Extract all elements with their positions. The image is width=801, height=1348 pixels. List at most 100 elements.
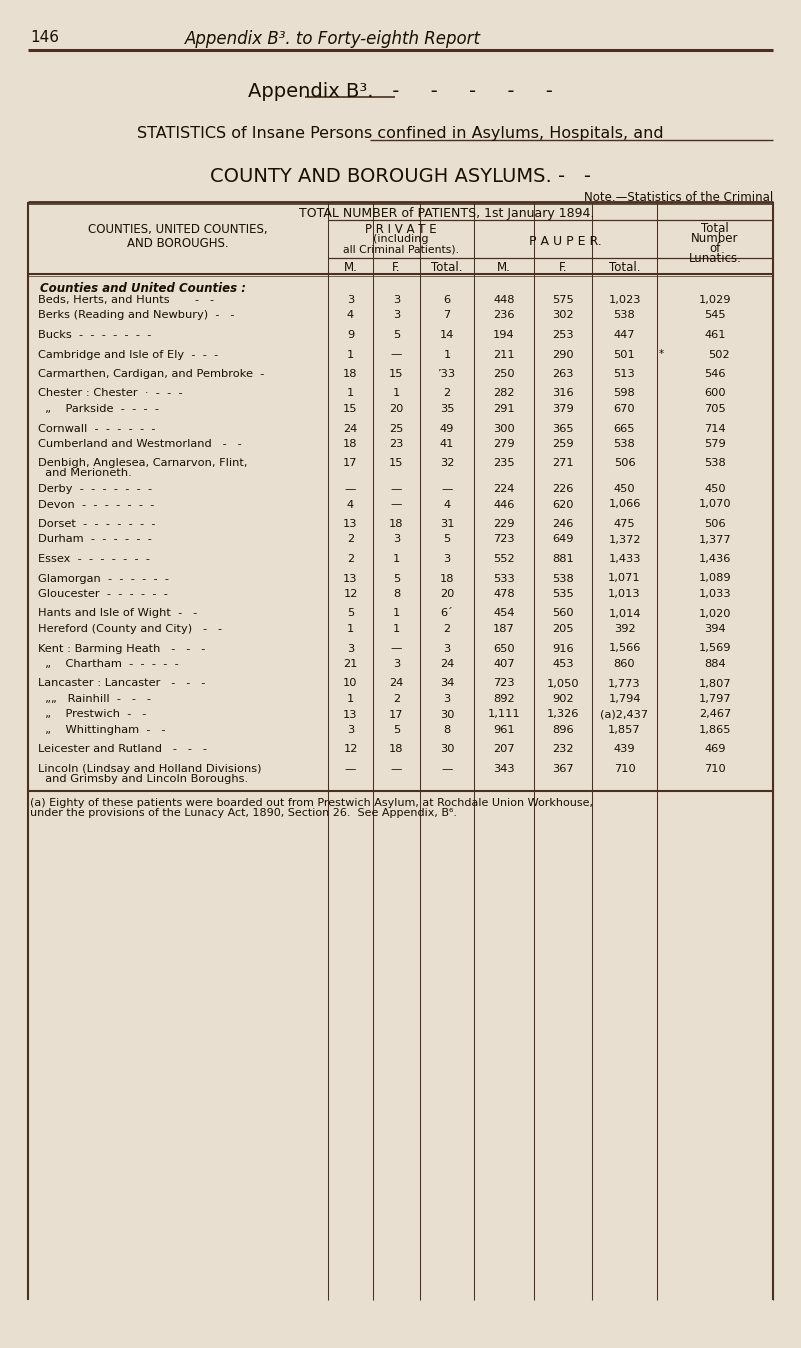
Text: AND BOROUGHS.: AND BOROUGHS.	[127, 237, 229, 249]
Text: 236: 236	[493, 310, 515, 321]
Text: 1: 1	[347, 388, 354, 399]
Text: —: —	[391, 764, 402, 774]
Text: 1,797: 1,797	[698, 694, 731, 704]
Text: 961: 961	[493, 725, 515, 735]
Text: and Merioneth.: and Merioneth.	[38, 469, 131, 479]
Text: 1,111: 1,111	[488, 709, 521, 720]
Text: 14: 14	[440, 330, 454, 340]
Text: and Grimsby and Lincoln Boroughs.: and Grimsby and Lincoln Boroughs.	[38, 774, 248, 785]
Text: 1,033: 1,033	[698, 589, 731, 599]
Text: 552: 552	[493, 554, 515, 563]
Text: ’33: ’33	[438, 369, 456, 379]
Text: Glamorgan  -  -  -  -  -  -: Glamorgan - - - - - -	[38, 573, 169, 584]
Text: 13: 13	[344, 709, 358, 720]
Text: 538: 538	[552, 573, 574, 584]
Text: 18: 18	[389, 744, 404, 755]
Text: 290: 290	[552, 349, 574, 360]
Text: 3: 3	[347, 295, 354, 305]
Text: 1: 1	[347, 349, 354, 360]
Text: Hereford (County and City)   -   -: Hereford (County and City) - -	[38, 624, 222, 634]
Text: 24: 24	[344, 423, 357, 434]
Text: STATISTICS of Insane Persons confined in Asylums, Hospitals, and: STATISTICS of Insane Persons confined in…	[137, 125, 663, 142]
Text: 446: 446	[493, 500, 515, 510]
Text: 10: 10	[344, 678, 358, 689]
Text: Denbigh, Anglesea, Carnarvon, Flint,: Denbigh, Anglesea, Carnarvon, Flint,	[38, 458, 248, 469]
Text: 17: 17	[389, 709, 404, 720]
Text: 6´: 6´	[441, 608, 453, 619]
Text: Durham  -  -  -  -  -  -: Durham - - - - - -	[38, 535, 152, 545]
Text: 2,467: 2,467	[699, 709, 731, 720]
Text: 538: 538	[704, 458, 726, 469]
Text: 23: 23	[389, 439, 404, 449]
Text: 546: 546	[704, 369, 726, 379]
Text: 1,023: 1,023	[608, 295, 641, 305]
Text: 5: 5	[392, 330, 400, 340]
Text: 461: 461	[704, 330, 726, 340]
Text: Leicester and Rutland   -   -   -: Leicester and Rutland - - -	[38, 744, 207, 755]
Text: 439: 439	[614, 744, 635, 755]
Text: 1,066: 1,066	[608, 500, 641, 510]
Text: 18: 18	[389, 519, 404, 528]
Text: 3: 3	[392, 310, 400, 321]
Text: 365: 365	[552, 423, 574, 434]
Text: 279: 279	[493, 439, 515, 449]
Text: 535: 535	[552, 589, 574, 599]
Text: M.: M.	[497, 262, 511, 274]
Text: 2: 2	[347, 554, 354, 563]
Text: 250: 250	[493, 369, 515, 379]
Text: F.: F.	[559, 262, 567, 274]
Text: 367: 367	[552, 764, 574, 774]
Text: 30: 30	[440, 709, 454, 720]
Text: —: —	[344, 484, 356, 493]
Text: Cumberland and Westmorland   -   -: Cumberland and Westmorland - -	[38, 439, 242, 449]
Text: Total.: Total.	[431, 262, 463, 274]
Text: 379: 379	[552, 404, 574, 414]
Text: 1,326: 1,326	[547, 709, 579, 720]
Text: Berks (Reading and Newbury)  -   -: Berks (Reading and Newbury) - -	[38, 310, 235, 321]
Text: 407: 407	[493, 659, 515, 669]
Text: 448: 448	[493, 295, 515, 305]
Text: 3: 3	[444, 643, 451, 654]
Text: 3: 3	[392, 659, 400, 669]
Text: 560: 560	[552, 608, 574, 619]
Text: 896: 896	[552, 725, 574, 735]
Text: 450: 450	[704, 484, 726, 493]
Text: 21: 21	[344, 659, 358, 669]
Text: Kent : Barming Heath   -   -   -: Kent : Barming Heath - - -	[38, 643, 205, 654]
Text: 246: 246	[553, 519, 574, 528]
Text: 1,865: 1,865	[698, 725, 731, 735]
Text: Carmarthen, Cardigan, and Pembroke  -: Carmarthen, Cardigan, and Pembroke -	[38, 369, 264, 379]
Text: all Criminal Patients).: all Criminal Patients).	[343, 244, 459, 253]
Text: 4: 4	[347, 500, 354, 510]
Text: Lunatics.: Lunatics.	[689, 252, 742, 266]
Text: 226: 226	[553, 484, 574, 493]
Text: 18: 18	[344, 369, 358, 379]
Text: 513: 513	[614, 369, 635, 379]
Text: 24: 24	[389, 678, 404, 689]
Text: 453: 453	[552, 659, 574, 669]
Text: 714: 714	[704, 423, 726, 434]
Text: P R I V A T E: P R I V A T E	[365, 222, 437, 236]
Text: Appendix B³. to Forty-eighth Report: Appendix B³. to Forty-eighth Report	[185, 30, 481, 49]
Text: 194: 194	[493, 330, 515, 340]
Text: 1: 1	[347, 624, 354, 634]
Text: 49: 49	[440, 423, 454, 434]
Text: Essex  -  -  -  -  -  -  -: Essex - - - - - - -	[38, 554, 150, 563]
Text: Appendix B³.   -     -     -     -     -: Appendix B³. - - - - -	[248, 82, 553, 101]
Text: 1,071: 1,071	[608, 573, 641, 584]
Text: „    Parkside  -  -  -  -: „ Parkside - - - -	[38, 404, 159, 414]
Text: 5: 5	[392, 725, 400, 735]
Text: 710: 710	[704, 764, 726, 774]
Text: Hants and Isle of Wight  -   -: Hants and Isle of Wight - -	[38, 608, 197, 619]
Text: 1,436: 1,436	[698, 554, 731, 563]
Text: 343: 343	[493, 764, 515, 774]
Text: 1,013: 1,013	[608, 589, 641, 599]
Text: 3: 3	[347, 725, 354, 735]
Text: 1,569: 1,569	[698, 643, 731, 654]
Text: 892: 892	[493, 694, 515, 704]
Text: Number: Number	[691, 232, 739, 245]
Text: 12: 12	[344, 589, 358, 599]
Text: 1,029: 1,029	[698, 295, 731, 305]
Text: 1,020: 1,020	[698, 608, 731, 619]
Text: 723: 723	[493, 535, 515, 545]
